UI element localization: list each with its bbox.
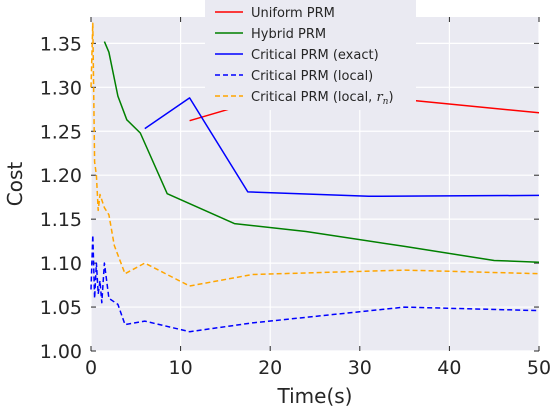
y-tick-label: 1.15 (40, 209, 82, 231)
x-tick-label: 50 (527, 357, 551, 379)
y-tick-label: 1.25 (40, 121, 82, 143)
y-tick-label: 1.20 (40, 165, 82, 187)
legend-entry: Critical PRM (exact) (251, 48, 379, 63)
series-line-critical-prm-exact (144, 97, 540, 198)
legend-entry: Hybrid PRM (251, 27, 326, 42)
x-tick-label: 20 (258, 357, 282, 379)
y-tick-label: 1.00 (40, 341, 82, 363)
y-tick-label: 1.10 (40, 253, 82, 275)
x-tick-label: 10 (169, 357, 193, 379)
y-axis-label: Cost (3, 162, 27, 207)
x-tick-label: 30 (348, 357, 372, 379)
legend: Uniform PRM Hybrid PRM Critical PRM (exact… (205, 0, 416, 110)
series-line-hybrid-prm (103, 41, 540, 263)
x-axis-label: Time(s) (277, 384, 353, 408)
legend-entry: Critical PRM (local, rn) (251, 90, 394, 107)
legend-entry: Uniform PRM (251, 6, 335, 21)
series-line-critical-prm-local (90, 234, 540, 333)
axis-ticks: 0 10 20 30 40 50 1.00 1.05 1.10 1.15 1.20 1.25 1.30 1… (40, 17, 551, 379)
legend-entry: Critical PRM (local) (251, 69, 373, 84)
y-tick-label: 1.35 (40, 33, 82, 55)
y-tick-label: 1.05 (40, 297, 82, 319)
legend-box (205, 0, 416, 110)
x-tick-label: 0 (85, 357, 97, 379)
x-tick-label: 40 (437, 357, 461, 379)
y-tick-label: 1.30 (40, 77, 82, 99)
series-line-critical-prm-local-r-n (90, 22, 540, 287)
